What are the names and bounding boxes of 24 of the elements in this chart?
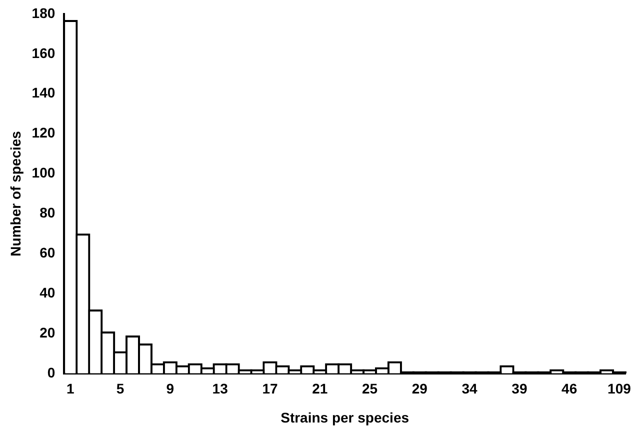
x-tick-label: 39 bbox=[512, 380, 528, 397]
y-tick-label: 100 bbox=[32, 164, 56, 181]
y-tick-label: 60 bbox=[40, 244, 56, 260]
x-tick-label: 46 bbox=[562, 380, 578, 397]
x-tick-label: 29 bbox=[412, 380, 428, 397]
y-tick-label: 180 bbox=[32, 4, 56, 21]
x-axis-title: Strains per species bbox=[280, 409, 410, 426]
x-tick-label: 109 bbox=[608, 380, 632, 397]
x-tick-label: 21 bbox=[312, 380, 328, 397]
y-tick-label: 80 bbox=[40, 204, 56, 221]
y-tick-label: 140 bbox=[32, 84, 56, 101]
x-tick-label: 9 bbox=[166, 380, 174, 397]
y-tick-label: 20 bbox=[40, 324, 56, 340]
x-tick-label: 34 bbox=[462, 380, 478, 397]
x-tick-label: 17 bbox=[262, 380, 278, 397]
y-axis-title: Number of species bbox=[7, 130, 24, 256]
y-tick-label: 40 bbox=[40, 284, 56, 300]
x-tick-label: 25 bbox=[362, 380, 378, 397]
x-tick-label: 13 bbox=[212, 380, 228, 397]
y-tick-label: 160 bbox=[32, 44, 56, 61]
y-tick-label: 120 bbox=[32, 124, 56, 141]
x-tick-label: 1 bbox=[66, 380, 74, 397]
y-tick-label: 0 bbox=[47, 364, 56, 380]
x-tick-label: 5 bbox=[116, 380, 124, 397]
